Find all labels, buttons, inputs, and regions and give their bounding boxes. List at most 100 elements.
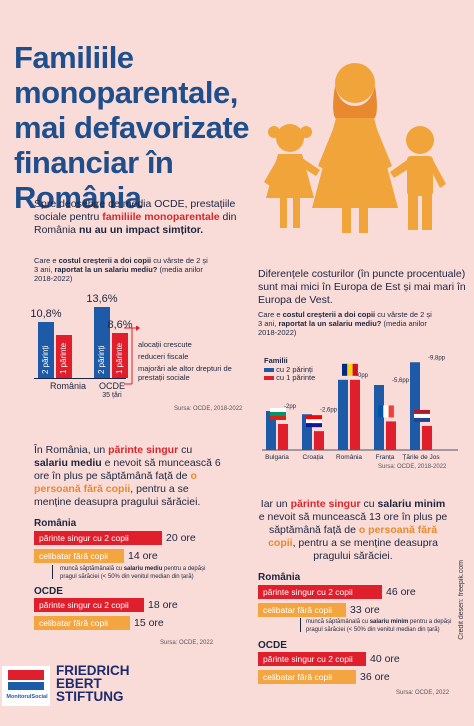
chart2-source: Sursa: OCDE, 2018-2022 <box>378 464 447 470</box>
chart1-caption: Care e costul creșterii a doi copii cu v… <box>34 256 208 283</box>
chart1-group-label-ocde: OCDE <box>98 381 125 391</box>
chart2-heading: Diferențele costurilor (în puncte procen… <box>258 268 466 306</box>
chart2-bar-two-parent-4 <box>410 362 420 450</box>
chart2-legend-item-2: cu 1 părinte <box>264 373 315 382</box>
chart2-flag-0-stripe-2 <box>270 416 286 420</box>
chart1-annotation-2: reduceri fiscale <box>138 352 189 361</box>
hours-avg-ro-value-2: 14 ore <box>128 550 158 562</box>
chart2-flag-3-stripe-0 <box>378 405 384 418</box>
logo-bar-red <box>8 670 44 680</box>
hours-avg-ro-value-1: 20 ore <box>166 532 196 544</box>
credit-text: Credit desen: freepik.com <box>458 560 465 640</box>
chart2: Familii cu 2 părinți cu 1 părinte -2pp Bu… <box>258 310 468 480</box>
fes-logo-line2: EBERT <box>56 676 102 691</box>
chart1-bar-label-1-0: 2 părinți <box>97 345 106 374</box>
chart2-diff-label-1: -2,6pp <box>320 407 338 413</box>
chart2-diff-label-4: -9,8pp <box>428 355 446 361</box>
chart2-flag-4-stripe-2 <box>414 417 430 422</box>
hours-min-romania-label: România <box>258 572 301 583</box>
chart2-flag-4-stripe-0 <box>414 409 430 414</box>
logo-bar-blue <box>8 682 44 690</box>
hours-avg-ocde-value-1: 18 ore <box>148 599 178 611</box>
chart2-flag-1-stripe-2 <box>306 423 322 428</box>
fes-logo[interactable]: FRIEDRICH EBERT STIFTUNG <box>56 664 130 704</box>
chart2-country-label-3: Franța <box>376 454 395 461</box>
chart1-bar-1-0 <box>94 307 110 378</box>
hours-min-ocde-value-2: 36 ore <box>360 671 390 683</box>
hours-min-ocde-bar-1: părinte singur cu 2 copii <box>258 652 366 666</box>
hours-avg-source: Sursa: OCDE, 2022 <box>160 640 214 646</box>
chart1-bar-0-0 <box>38 321 54 378</box>
hours-min-ocde-bar-2: celibatar fără copii <box>258 670 356 684</box>
hours-min-note: muncă săptămânală cu salariu minim pentr… <box>306 619 452 633</box>
chart1-value-1-0: 13,6% <box>86 293 118 306</box>
chart2-flag-3-stripe-2 <box>388 405 394 418</box>
chart1-bar-label-0-0: 2 părinți <box>41 345 50 374</box>
chart2-country-label-0: Bulgaria <box>265 454 289 461</box>
chart2-diff-label-3: -5,6pp <box>392 378 410 384</box>
chart2-bar-two-parent-3 <box>374 385 384 450</box>
legend-swatch-red <box>264 376 274 381</box>
chart2-diff-label-2: -0pp <box>356 373 369 379</box>
chart1: 2 părinți 10,8% 1 părinte 2 părinți 13,6% 1 p… <box>30 288 244 418</box>
hours-avg-note: muncă săptămânală cu salariu mediu pentr… <box>60 566 206 580</box>
chart1-axis <box>34 378 114 379</box>
hours-min-ro-bar-1: părinte singur cu 2 copii <box>258 585 382 599</box>
chart2-country-label-4: Țările de Jos <box>402 454 440 461</box>
chart2-caption: Care e costul creșterii a doi copii cu v… <box>258 310 432 337</box>
hours-avg-ocde-bar-1: părinte singur cu 2 copii <box>34 598 144 612</box>
chart1-axis-2 <box>90 378 126 379</box>
footer-logos: MonitorulSocial FRIEDRICH EBERT STIFTUNG <box>0 664 474 726</box>
chart2-bar-one-parent-1 <box>314 431 324 450</box>
chart2-flag-1-stripe-1 <box>306 419 322 424</box>
chart2-flag-2-stripe-0 <box>342 363 348 376</box>
chart2-flag-2-stripe-1 <box>347 363 353 376</box>
chart1-annotation-3: majorări ale altor drepturi de prestații… <box>138 364 232 382</box>
family-illustration <box>264 63 446 233</box>
monitorul-social-text: MonitorulSocial <box>6 694 48 700</box>
hours-min-source: Sursa: OCDE, 2022 <box>396 690 450 696</box>
chart2-country-label-2: România <box>336 454 362 461</box>
chart2-flag-2-stripe-2 <box>352 363 358 376</box>
chart1-value-0-0: 10,8% <box>30 307 62 320</box>
chart2-flag-1-stripe-0 <box>306 415 322 420</box>
intro-paragraph: Spre deosebire de media OCDE, prestațiil… <box>34 198 237 236</box>
chart2-bar-one-parent-3 <box>386 421 396 450</box>
hours-avg-ocde-bar-2: celibatar fără copii <box>34 616 130 630</box>
hours-avg-note-line <box>52 565 53 579</box>
hours-min-ocde-value-1: 40 ore <box>370 653 400 665</box>
chart1-plot: 2 părinți 10,8% 1 părinte 2 părinți 13,6% 1 p… <box>30 288 244 378</box>
boy-head-icon <box>406 126 434 154</box>
chart1-bar-0-1 <box>56 335 72 378</box>
chart1-bar-label-0-1: 1 părinte <box>59 342 68 374</box>
chart2-plot: -2pp Bulgaria -2,6pp Croația -0pp România -5,6… <box>262 355 458 461</box>
section3-paragraph: În România, un părinte singur cu salariu… <box>34 444 221 508</box>
chart2-legend-item-1: cu 2 părinți <box>264 365 313 374</box>
boy-shirt-icon <box>407 156 433 196</box>
chart2-legend-title: Familii <box>264 356 288 365</box>
chart1-annotation-1: alocații crescute <box>138 340 192 349</box>
hours-min-ocde-label: OCDE <box>258 640 287 651</box>
chart1-group-sub: 35 țări <box>102 392 122 399</box>
chart2-bar-one-parent-4 <box>422 425 432 450</box>
fes-logo-line3: STIFTUNG <box>56 689 124 704</box>
chart2-bar-two-parent-2 <box>338 379 348 450</box>
hours-min-note-line <box>300 618 301 632</box>
section4-paragraph: Iar un părinte singur cu salariu minim e… <box>258 498 448 562</box>
chart2-country-label-1: Croația <box>303 454 324 461</box>
chart1-source: Sursa: OCDE, 2018-2022 <box>174 406 243 412</box>
hours-avg-ocde-label: OCDE <box>34 586 63 597</box>
monitorul-social-logo[interactable]: MonitorulSocial <box>2 666 50 706</box>
hours-min-ro-bar-2: celibatar fără copii <box>258 603 346 617</box>
hours-min-ro-value-1: 46 ore <box>386 586 416 598</box>
chart2-flag-0-stripe-1 <box>270 412 286 416</box>
chart2-flag-0-stripe-0 <box>270 408 286 412</box>
hours-avg-romania-label: România <box>34 518 77 529</box>
chart2-bar-one-parent-0 <box>278 424 288 450</box>
hours-min-ro-value-2: 33 ore <box>350 604 380 616</box>
chart2-flag-3-stripe-1 <box>383 405 389 418</box>
mother-head-icon <box>335 63 375 103</box>
hours-avg-ocde-value-2: 15 ore <box>134 617 164 629</box>
legend-swatch-blue <box>264 368 274 373</box>
chart2-flag-4-stripe-1 <box>414 413 430 418</box>
